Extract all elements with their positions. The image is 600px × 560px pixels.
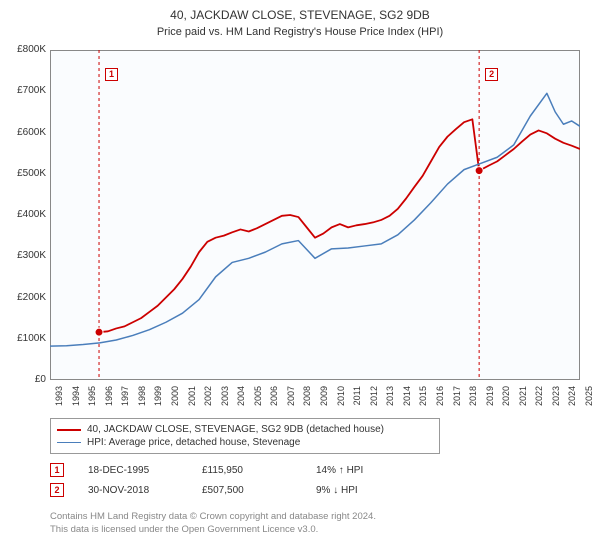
datapoint-row-1: 1 18-DEC-1995 £115,950 14% ↑ HPI: [50, 460, 406, 480]
y-tick-label: £100K: [4, 333, 46, 344]
datapoint-delta-2: 9% ↓ HPI: [316, 485, 406, 496]
x-tick-label: 2019: [485, 386, 495, 416]
x-tick-label: 1993: [54, 386, 64, 416]
datapoint-marker-2: 2: [50, 483, 64, 497]
x-tick-label: 2008: [302, 386, 312, 416]
chart-marker-label: 2: [485, 68, 498, 81]
datapoint-date-1: 18-DEC-1995: [88, 465, 178, 476]
legend-label-property: 40, JACKDAW CLOSE, STEVENAGE, SG2 9DB (d…: [87, 424, 384, 435]
x-tick-label: 2009: [319, 386, 329, 416]
x-tick-label: 1997: [120, 386, 130, 416]
x-tick-label: 2015: [418, 386, 428, 416]
x-tick-label: 2001: [187, 386, 197, 416]
footer-line-2: This data is licensed under the Open Gov…: [50, 523, 376, 536]
y-tick-label: £800K: [4, 44, 46, 55]
datapoint-marker-1: 1: [50, 463, 64, 477]
legend: 40, JACKDAW CLOSE, STEVENAGE, SG2 9DB (d…: [50, 418, 440, 454]
legend-label-hpi: HPI: Average price, detached house, Stev…: [87, 437, 300, 448]
x-tick-label: 1998: [137, 386, 147, 416]
legend-item-hpi: HPI: Average price, detached house, Stev…: [57, 436, 433, 449]
x-tick-label: 2018: [468, 386, 478, 416]
x-tick-label: 2025: [584, 386, 594, 416]
x-tick-label: 2010: [336, 386, 346, 416]
y-tick-label: £600K: [4, 127, 46, 138]
y-tick-label: £700K: [4, 85, 46, 96]
x-tick-label: 2016: [435, 386, 445, 416]
legend-swatch-hpi: [57, 442, 81, 443]
x-tick-label: 1999: [153, 386, 163, 416]
plot-area: 12: [50, 50, 580, 380]
x-tick-label: 2002: [203, 386, 213, 416]
x-tick-label: 2000: [170, 386, 180, 416]
datapoint-row-2: 2 30-NOV-2018 £507,500 9% ↓ HPI: [50, 480, 406, 500]
x-tick-label: 2024: [567, 386, 577, 416]
x-tick-label: 2007: [286, 386, 296, 416]
x-tick-label: 2020: [501, 386, 511, 416]
x-tick-label: 2004: [236, 386, 246, 416]
footer-line-1: Contains HM Land Registry data © Crown c…: [50, 510, 376, 523]
datapoint-price-2: £507,500: [202, 485, 292, 496]
datapoint-table: 1 18-DEC-1995 £115,950 14% ↑ HPI 2 30-NO…: [50, 460, 406, 500]
chart-marker-label: 1: [105, 68, 118, 81]
chart-container: 40, JACKDAW CLOSE, STEVENAGE, SG2 9DB Pr…: [0, 0, 600, 560]
x-tick-label: 2023: [551, 386, 561, 416]
chart-subtitle: Price paid vs. HM Land Registry's House …: [0, 22, 600, 44]
x-tick-label: 2017: [452, 386, 462, 416]
y-tick-label: £300K: [4, 250, 46, 261]
chart-lines: [50, 50, 580, 380]
y-tick-label: £500K: [4, 168, 46, 179]
footer-attribution: Contains HM Land Registry data © Crown c…: [50, 510, 376, 537]
datapoint-delta-1: 14% ↑ HPI: [316, 465, 406, 476]
legend-swatch-property: [57, 429, 81, 431]
y-tick-label: £0: [4, 374, 46, 385]
x-tick-label: 2012: [369, 386, 379, 416]
x-tick-label: 2006: [269, 386, 279, 416]
y-tick-label: £200K: [4, 292, 46, 303]
x-tick-label: 2022: [534, 386, 544, 416]
x-tick-label: 1995: [87, 386, 97, 416]
datapoint-date-2: 30-NOV-2018: [88, 485, 178, 496]
x-tick-label: 2011: [352, 386, 362, 416]
chart-title: 40, JACKDAW CLOSE, STEVENAGE, SG2 9DB: [0, 0, 600, 22]
x-tick-label: 2003: [220, 386, 230, 416]
x-tick-label: 1996: [104, 386, 114, 416]
x-tick-label: 2005: [253, 386, 263, 416]
legend-item-property: 40, JACKDAW CLOSE, STEVENAGE, SG2 9DB (d…: [57, 423, 433, 436]
x-tick-label: 2014: [402, 386, 412, 416]
datapoint-price-1: £115,950: [202, 465, 292, 476]
y-tick-label: £400K: [4, 209, 46, 220]
x-tick-label: 1994: [71, 386, 81, 416]
x-tick-label: 2013: [385, 386, 395, 416]
x-tick-label: 2021: [518, 386, 528, 416]
